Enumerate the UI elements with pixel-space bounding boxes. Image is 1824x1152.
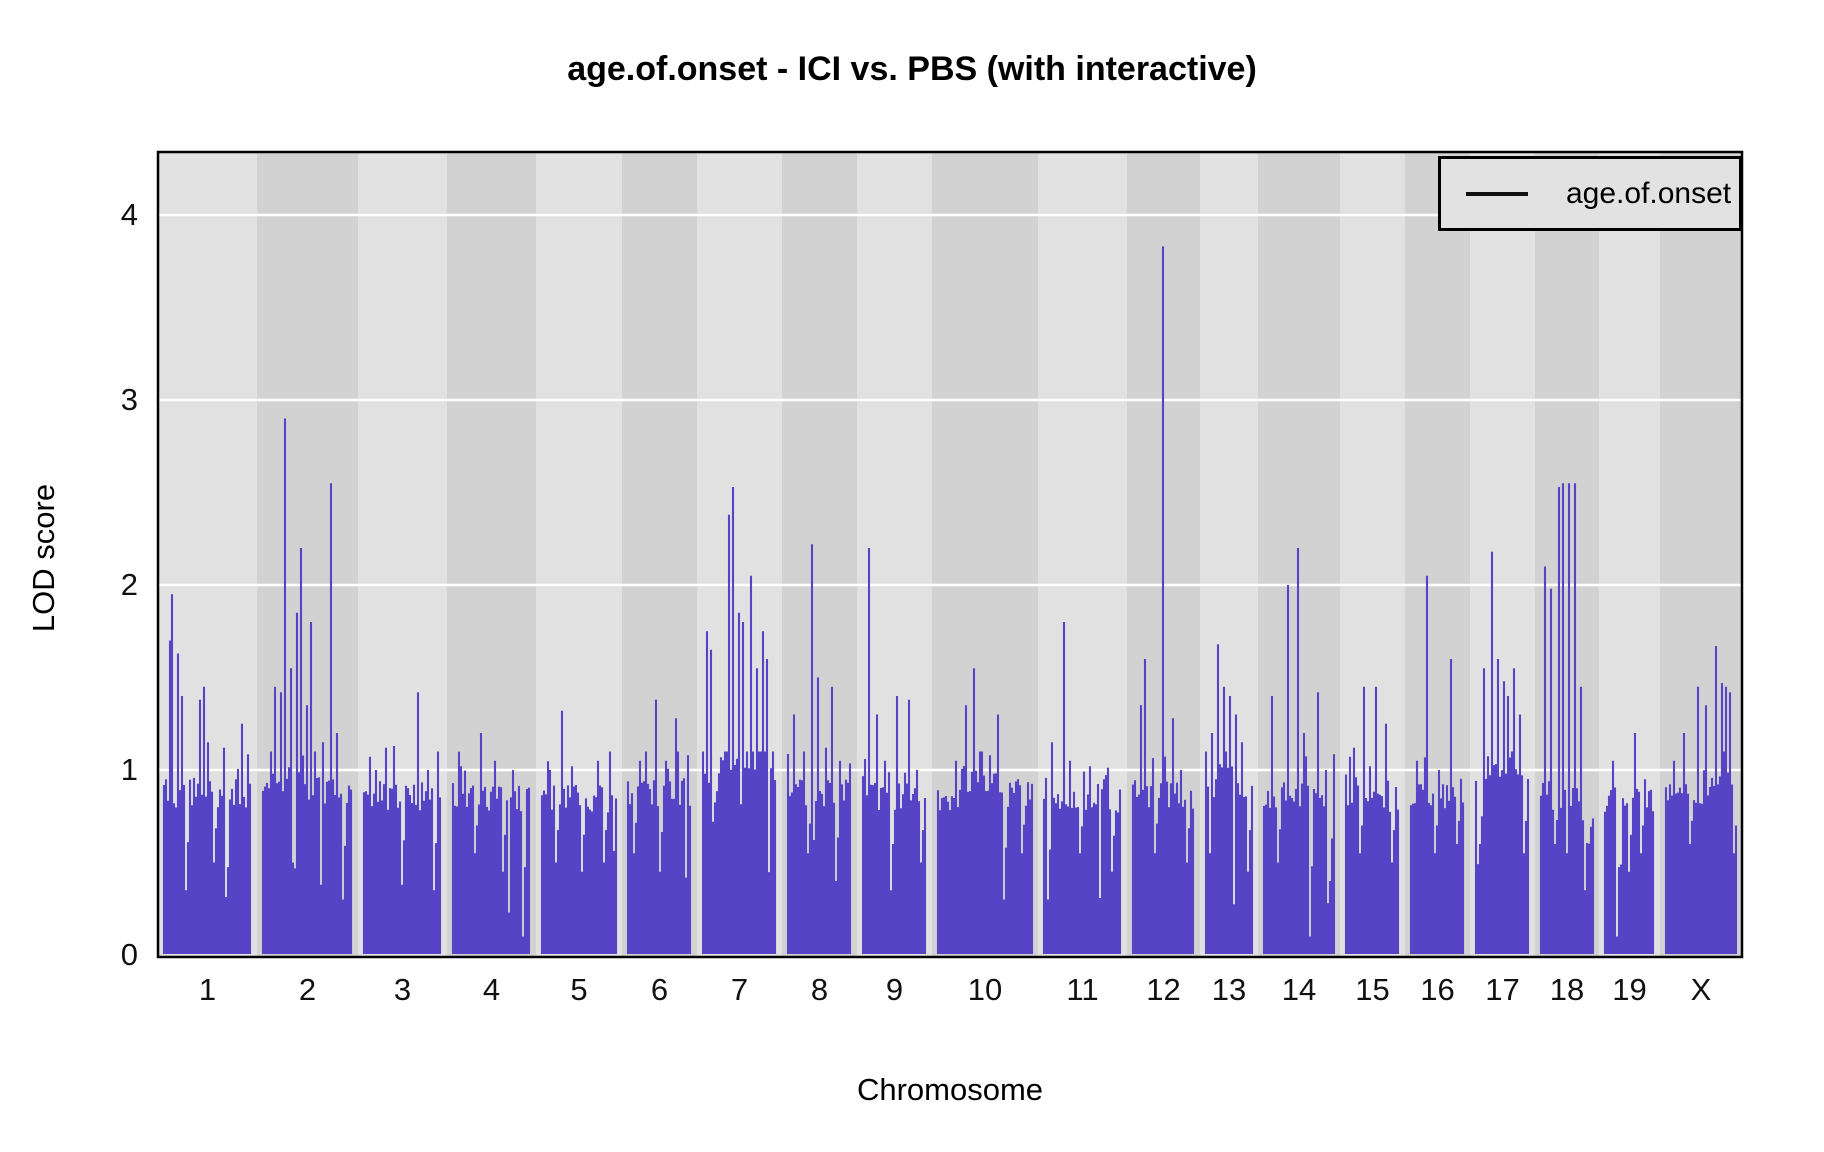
- x-tick-label: 15: [1355, 972, 1390, 1007]
- x-tick-label: 11: [1066, 972, 1099, 1007]
- x-tick-label: 9: [885, 972, 904, 1007]
- legend: age.of.onset: [1438, 156, 1742, 231]
- x-tick-label: 8: [810, 972, 829, 1007]
- x-tick-label: X: [1690, 972, 1712, 1007]
- legend-line-sample: [1466, 191, 1528, 196]
- x-tick-label: 19: [1612, 972, 1647, 1007]
- y-tick-label: 1: [120, 752, 138, 787]
- x-tick-label: 2: [298, 972, 317, 1007]
- x-tick-label: 14: [1281, 972, 1317, 1007]
- y-tick-label: 4: [120, 197, 138, 232]
- x-tick-label: 17: [1485, 972, 1520, 1007]
- x-tick-label: 5: [570, 972, 588, 1007]
- x-tick-label: 12: [1146, 972, 1181, 1007]
- plot-title: age.of.onset - ICI vs. PBS (with interac…: [567, 50, 1257, 88]
- y-tick-label: 3: [120, 382, 138, 417]
- x-tick-label: 13: [1211, 972, 1247, 1007]
- x-tick-label: 7: [730, 972, 749, 1007]
- x-tick-label: 6: [650, 972, 669, 1007]
- x-tick-label: 3: [393, 972, 412, 1007]
- x-axis-title: Chromosome: [856, 1072, 1044, 1107]
- y-tick-label: 0: [120, 937, 138, 972]
- x-tick-label: 10: [967, 972, 1003, 1007]
- y-tick-label: 2: [120, 567, 138, 602]
- x-tick-label: 1: [198, 972, 217, 1007]
- x-tick-label: 16: [1420, 972, 1455, 1007]
- legend-label: age.of.onset: [1566, 176, 1732, 210]
- x-tick-label: 18: [1549, 972, 1585, 1007]
- x-tick-label: 4: [482, 972, 501, 1007]
